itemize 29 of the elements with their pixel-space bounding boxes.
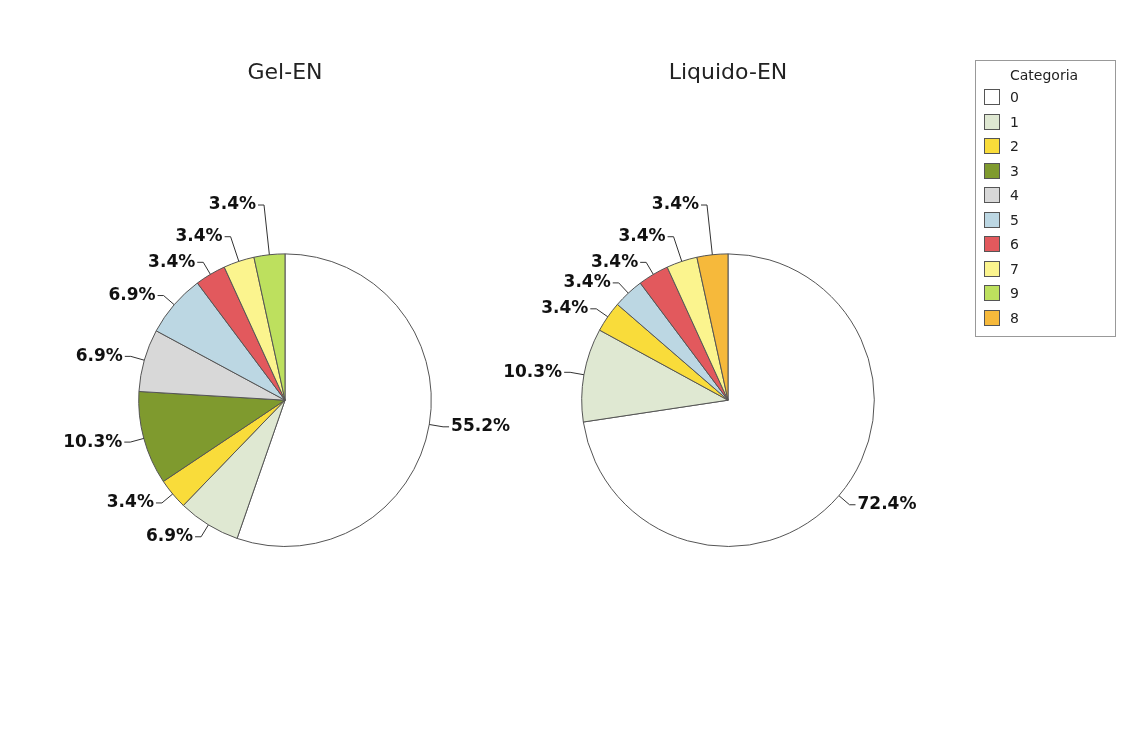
slice-label: Liquido-EN bbox=[668, 58, 788, 84]
data-label: 3.4% bbox=[541, 297, 589, 318]
legend-label: 7 bbox=[1010, 260, 1019, 277]
legend-label: 4 bbox=[1010, 187, 1019, 204]
data-label: 10.3% bbox=[503, 360, 563, 381]
legend-label: 0 bbox=[1010, 89, 1019, 106]
legend-label: 2 bbox=[1010, 138, 1019, 155]
data-label: 3.4% bbox=[148, 250, 196, 271]
data-label: 55.2% bbox=[451, 415, 511, 436]
legend-label: 6 bbox=[1010, 236, 1019, 253]
data-label: 3.4% bbox=[106, 491, 154, 512]
data-label: 6.9% bbox=[145, 525, 194, 546]
data-label: 72.4% bbox=[857, 493, 917, 514]
data-label: 3.4% bbox=[563, 271, 611, 292]
data-label: 3.4% bbox=[651, 193, 700, 214]
data-label: 3.4% bbox=[591, 250, 639, 271]
data-label: 3.4% bbox=[175, 225, 223, 246]
legend-label: 3 bbox=[1010, 162, 1019, 179]
legend-label: 1 bbox=[1010, 113, 1019, 130]
data-label: 3.4% bbox=[618, 225, 666, 246]
legend-label: 8 bbox=[1010, 309, 1019, 326]
legend-title: Categoria bbox=[1009, 67, 1080, 83]
legend-label: 5 bbox=[1010, 211, 1019, 228]
data-label: 6.9% bbox=[108, 283, 156, 304]
data-label: 3.4% bbox=[208, 193, 257, 214]
data-label: 6.9% bbox=[75, 344, 123, 365]
slice-label: Gel-EN bbox=[247, 58, 323, 84]
legend-label: 9 bbox=[1010, 285, 1019, 302]
data-label: 10.3% bbox=[63, 430, 123, 451]
